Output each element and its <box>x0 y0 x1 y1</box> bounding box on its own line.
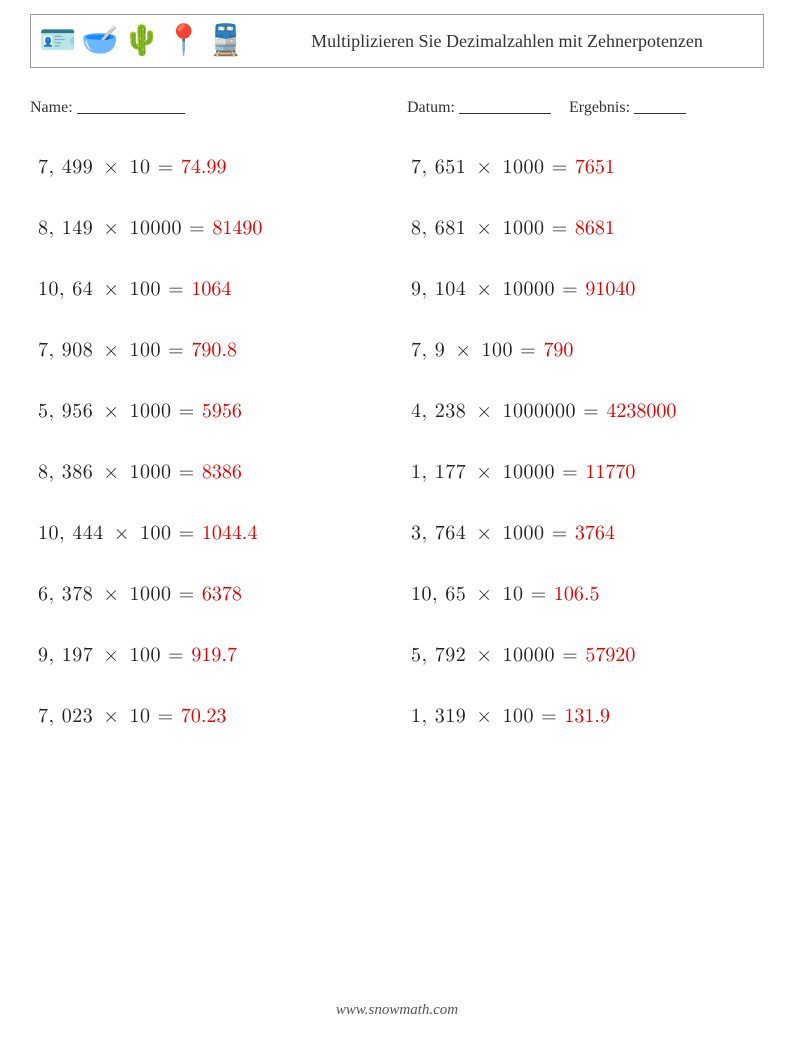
date-field: Datum: <box>407 96 551 117</box>
problem-answer: 8386 <box>202 462 242 482</box>
problem-expression: 8, 149 × 10000 = <box>38 218 212 238</box>
name-field: Name: <box>30 96 387 117</box>
problem-answer: 11770 <box>585 462 635 482</box>
problem-expression: 7, 023 × 10 = <box>38 706 181 726</box>
problem-expression: 5, 956 × 1000 = <box>38 401 202 421</box>
problem-answer: 6378 <box>202 584 242 604</box>
problem-row: 10, 65 × 10 = 106.5 <box>411 582 764 606</box>
bowl-icon: 🥣 <box>81 20 117 62</box>
problem-answer: 790.8 <box>191 340 237 360</box>
date-blank <box>459 98 551 114</box>
problem-answer: 4238000 <box>606 401 676 421</box>
problem-expression: 7, 908 × 100 = <box>38 340 191 360</box>
problem-answer: 1044.4 <box>202 523 258 543</box>
problem-answer: 790 <box>543 340 573 360</box>
problem-expression: 10, 444 × 100 = <box>38 523 202 543</box>
meta-row: Name: Datum: Ergebnis: <box>30 96 764 117</box>
problem-answer: 74.99 <box>181 157 227 177</box>
footer-credit: www.snowmath.com <box>0 1002 794 1019</box>
header-icons: 🪪 🥣 🌵 📍 🚆 <box>31 15 251 67</box>
problem-expression: 4, 238 × 1000000 = <box>411 401 606 421</box>
problem-row: 7, 908 × 100 = 790.8 <box>38 338 391 362</box>
problem-row: 4, 238 × 1000000 = 4238000 <box>411 399 764 423</box>
problem-row: 6, 378 × 1000 = 6378 <box>38 582 391 606</box>
problem-answer: 70.23 <box>181 706 227 726</box>
problem-row: 8, 386 × 1000 = 8386 <box>38 460 391 484</box>
problem-row: 7, 499 × 10 = 74.99 <box>38 155 391 179</box>
problems-grid: 7, 499 × 10 = 74.99 7, 651 × 1000 = 7651 8… <box>30 155 764 728</box>
problem-row: 7, 023 × 10 = 70.23 <box>38 704 391 728</box>
problem-row: 10, 64 × 100 = 1064 <box>38 277 391 301</box>
problem-answer: 3764 <box>575 523 615 543</box>
problem-expression: 6, 378 × 1000 = <box>38 584 202 604</box>
name-label: Name: <box>30 99 73 116</box>
problem-answer: 81490 <box>212 218 262 238</box>
problem-expression: 10, 64 × 100 = <box>38 279 191 299</box>
problem-row: 7, 651 × 1000 = 7651 <box>411 155 764 179</box>
problem-row: 8, 149 × 10000 = 81490 <box>38 216 391 240</box>
result-blank <box>634 98 686 114</box>
result-field: Ergebnis: <box>569 96 686 117</box>
problem-answer: 131.9 <box>564 706 610 726</box>
problem-row: 5, 792 × 10000 = 57920 <box>411 643 764 667</box>
badge-icon: 🪪 <box>39 20 75 62</box>
problem-row: 7, 9 × 100 = 790 <box>411 338 764 362</box>
problem-answer: 91040 <box>585 279 635 299</box>
problem-answer: 57920 <box>585 645 635 665</box>
problem-answer: 7651 <box>575 157 615 177</box>
date-label: Datum: <box>407 99 455 116</box>
problem-expression: 1, 319 × 100 = <box>411 706 564 726</box>
problem-row: 3, 764 × 1000 = 3764 <box>411 521 764 545</box>
problem-answer: 1064 <box>191 279 231 299</box>
problem-row: 1, 177 × 10000 = 11770 <box>411 460 764 484</box>
problem-row: 5, 956 × 1000 = 5956 <box>38 399 391 423</box>
problem-answer: 919.7 <box>191 645 237 665</box>
name-blank <box>77 98 185 114</box>
problem-expression: 1, 177 × 10000 = <box>411 462 585 482</box>
problem-expression: 3, 764 × 1000 = <box>411 523 575 543</box>
problem-expression: 9, 197 × 100 = <box>38 645 191 665</box>
map-pin-icon: 📍 <box>165 20 201 62</box>
problem-expression: 5, 792 × 10000 = <box>411 645 585 665</box>
problem-row: 10, 444 × 100 = 1044.4 <box>38 521 391 545</box>
problem-answer: 8681 <box>575 218 615 238</box>
result-label: Ergebnis: <box>569 99 630 116</box>
problem-row: 8, 681 × 1000 = 8681 <box>411 216 764 240</box>
problem-answer: 5956 <box>202 401 242 421</box>
problem-expression: 10, 65 × 10 = <box>411 584 554 604</box>
problem-row: 1, 319 × 100 = 131.9 <box>411 704 764 728</box>
problem-expression: 7, 9 × 100 = <box>411 340 543 360</box>
problem-row: 9, 104 × 10000 = 91040 <box>411 277 764 301</box>
train-icon: 🚆 <box>207 20 243 62</box>
cactus-icon: 🌵 <box>123 20 159 62</box>
problem-row: 9, 197 × 100 = 919.7 <box>38 643 391 667</box>
worksheet-title: Multiplizieren Sie Dezimalzahlen mit Zeh… <box>251 15 763 67</box>
problem-answer: 106.5 <box>554 584 600 604</box>
problem-expression: 9, 104 × 10000 = <box>411 279 585 299</box>
problem-expression: 7, 651 × 1000 = <box>411 157 575 177</box>
worksheet-header: 🪪 🥣 🌵 📍 🚆 Multiplizieren Sie Dezimalzahl… <box>30 14 764 68</box>
problem-expression: 8, 681 × 1000 = <box>411 218 575 238</box>
problem-expression: 7, 499 × 10 = <box>38 157 181 177</box>
problem-expression: 8, 386 × 1000 = <box>38 462 202 482</box>
